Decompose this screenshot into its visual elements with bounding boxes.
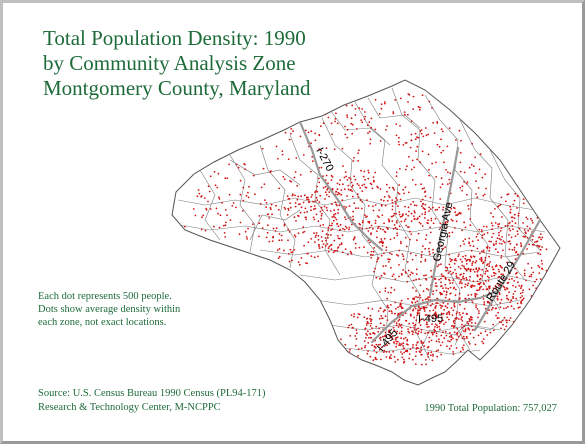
title-line-2: by Community Analysis Zone	[43, 51, 296, 75]
map-title: Total Population Density: 1990 by Commun…	[43, 26, 311, 101]
legend-line-2: Dots show average density within	[38, 304, 181, 315]
title-line-1: Total Population Density: 1990	[43, 26, 306, 50]
dot-legend: Each dot represents 500 people. Dots sho…	[38, 290, 180, 329]
label-i495-east: I-495	[418, 313, 443, 325]
legend-line-1: Each dot represents 500 people.	[38, 291, 172, 302]
population-dots	[183, 90, 550, 366]
road-route-29	[473, 218, 542, 332]
source-line-2: Research & Technology Center, M-NCPPC	[38, 402, 221, 413]
source-line-1: Source: U.S. Census Bureau 1990 Census (…	[38, 388, 266, 399]
title-line-3: Montgomery County, Maryland	[43, 76, 311, 100]
county-boundary	[171, 79, 561, 386]
road-i495	[370, 288, 502, 344]
road-georgia-ave	[428, 146, 460, 297]
major-roads	[298, 120, 542, 344]
total-population: 1990 Total Population: 757,027	[424, 403, 557, 414]
legend-line-3: each zone, not exact locations.	[38, 317, 167, 328]
road-i270	[298, 120, 384, 252]
source-note: Source: U.S. Census Bureau 1990 Census (…	[38, 387, 265, 415]
